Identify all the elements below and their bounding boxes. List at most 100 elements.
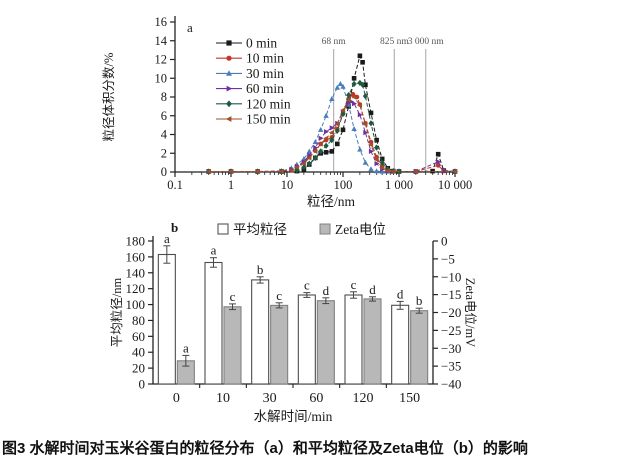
legend-item-10-min: 10 min: [216, 51, 284, 66]
category-label: 30: [263, 391, 277, 406]
legend-label: 10 min: [246, 51, 284, 66]
right-tick-label: −15: [441, 287, 461, 302]
y-tick-label: 4: [161, 128, 168, 142]
legend-item-60-min: 60 min: [216, 81, 284, 96]
significance-letter: d: [323, 283, 330, 298]
significance-letter: c: [276, 288, 282, 303]
significance-letter: d: [397, 286, 404, 301]
significance-letter: a: [211, 243, 217, 258]
left-tick-label: 60: [132, 329, 145, 344]
x-tick-label: 10 000: [438, 178, 472, 192]
bar: [344, 294, 363, 385]
annotation-label: 68 nm: [322, 37, 347, 47]
legend-label: 平均粒径: [233, 222, 287, 237]
left-tick-label: 20: [132, 361, 145, 376]
x-tick-label: 1 000: [385, 178, 413, 192]
left-tick-label: 120: [126, 281, 146, 296]
legend-label: 30 min: [246, 66, 284, 81]
legend-label: 0 min: [246, 36, 277, 51]
series-150-min: [205, 94, 458, 175]
y-tick-label: 14: [155, 34, 168, 48]
left-tick-label: 100: [126, 297, 146, 312]
legend-swatch-gray: [319, 223, 331, 235]
axes: 0 2 4 6 8 10 12 14 16 0.1 1 10 100 1 000 10 000: [155, 15, 473, 192]
panel-label-b: b: [171, 220, 178, 235]
left-tick-label: 0: [139, 377, 146, 392]
right-tick-label: 0: [441, 234, 448, 249]
significance-letter: a: [183, 340, 189, 355]
category-label: 60: [309, 391, 323, 406]
category-label: 10: [216, 391, 230, 406]
left-tick-label: 160: [126, 249, 146, 264]
x-tick-label: 10: [281, 178, 294, 192]
category-label: 120: [353, 391, 374, 406]
right-tick-label: −25: [441, 323, 461, 338]
y-tick-label: 2: [161, 146, 167, 160]
y-tick-label: 6: [161, 109, 167, 123]
right-tick-label: −40: [441, 377, 461, 392]
bar: [223, 306, 242, 385]
right-tick-label: −20: [441, 305, 461, 320]
y-tick-label: 10: [155, 71, 168, 85]
y-tick-label: 8: [161, 90, 167, 104]
significance-letter: c: [351, 277, 357, 292]
bar: [251, 279, 270, 385]
right-tick-label: −10: [441, 269, 461, 284]
significance-letter: b: [257, 262, 264, 277]
y-tick-label: 12: [155, 53, 168, 67]
x-axis-title: 水解时间/min: [254, 409, 333, 424]
left-axis-title: 平均粒径/nm: [109, 278, 124, 348]
legend-label: 60 min: [246, 81, 284, 96]
x-tick-label: 100: [334, 178, 353, 192]
legend-label: 120 min: [246, 96, 291, 111]
left-tick-label: 80: [132, 313, 145, 328]
left-tick-label: 40: [132, 345, 145, 360]
x-axis-title: 粒径/nm: [307, 194, 356, 209]
panel-label-a: a: [187, 20, 193, 35]
bar: [316, 300, 335, 385]
bar: [410, 310, 429, 385]
right-tick-label: −5: [441, 251, 455, 266]
left-tick-label: 140: [126, 265, 146, 280]
bar-group-0: aa: [157, 231, 195, 385]
series-0-min: [206, 53, 458, 174]
bar: [204, 261, 223, 385]
legend-swatch-open: [217, 223, 229, 235]
right-axis-title: Zeta电位/mV: [463, 278, 478, 347]
figure-caption: 图3 水解时间对玉米谷蛋白的粒径分布（a）和平均粒径及Zeta电位（b）的影响: [2, 440, 528, 457]
y-axis-title: 粒径体积分数/%: [101, 53, 116, 142]
legend-label: Zeta电位: [335, 222, 386, 237]
y-tick-label: 0: [161, 165, 167, 179]
significance-letter: c: [304, 278, 310, 293]
legend-item-150-min: 150 min: [216, 112, 291, 127]
legend-item-120-min: 120 min: [216, 96, 291, 111]
legend-label: 150 min: [246, 112, 291, 127]
significance-letter: a: [164, 231, 170, 246]
left-tick-label: 180: [126, 234, 146, 249]
right-tick-label: −30: [441, 341, 461, 356]
bar: [363, 298, 382, 385]
significance-letter: d: [369, 282, 376, 297]
category-label: 150: [399, 391, 420, 406]
x-tick-label: 1: [228, 178, 234, 192]
bar-group-10: ac: [204, 243, 242, 385]
category-label: 0: [173, 391, 180, 406]
particle-size-distribution-chart: 68 nm 825 nm 3 000 nm 0 2 4 6 8 10 12 14 16 0.1 1 10 10…: [101, 15, 473, 209]
significance-letter: c: [230, 289, 236, 304]
right-tick-label: −35: [441, 359, 461, 374]
bar-group-30: bc: [251, 262, 289, 385]
legend-item-30-min: 30 min: [216, 66, 284, 81]
bar: [157, 253, 176, 385]
annotation-label: 825 nm: [380, 37, 409, 47]
x-tick-label: 0.1: [167, 178, 183, 192]
bar: [270, 304, 289, 385]
bar: [297, 294, 316, 385]
legend-item-0-min: 0 min: [216, 36, 277, 51]
